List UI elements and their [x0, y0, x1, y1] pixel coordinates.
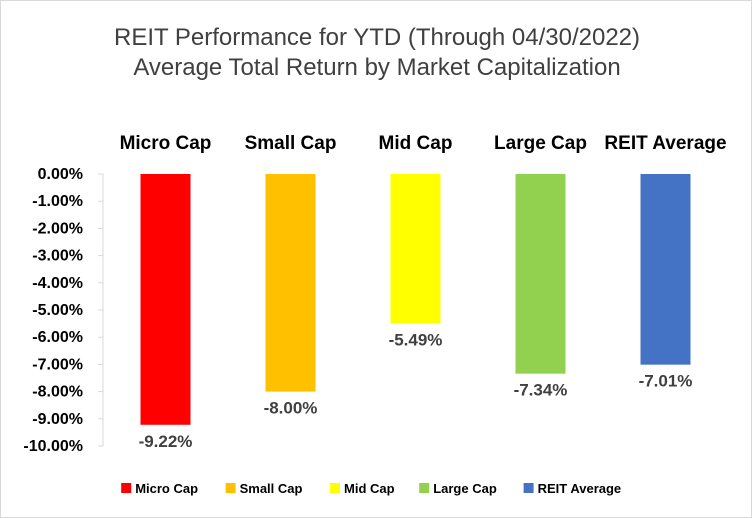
category-label: Micro Cap — [120, 133, 212, 154]
legend-label: Large Cap — [433, 481, 497, 496]
legend-swatch — [330, 483, 340, 493]
y-tick-label: -4.00% — [32, 275, 83, 292]
category-label: REIT Average — [604, 133, 726, 154]
y-tick-label: -9.00% — [32, 411, 83, 428]
chart-title-block: REIT Performance for YTD (Through 04/30/… — [1, 23, 752, 83]
legend-swatch — [523, 483, 534, 493]
data-label: -5.49% — [389, 330, 443, 349]
legend-label: REIT Average — [538, 481, 622, 496]
bar — [265, 174, 316, 392]
legend-swatch — [225, 483, 236, 493]
chart-title: REIT Performance for YTD (Through 04/30/… — [113, 24, 641, 51]
y-tick-label: -5.00% — [32, 302, 83, 319]
legend-label: Mid Cap — [344, 481, 395, 496]
chart-subtitle: Average Total Return by Market Capitaliz… — [133, 54, 621, 81]
y-tick-label: 0.00% — [38, 166, 83, 183]
legend-label: Micro Cap — [135, 481, 198, 496]
legend-swatch — [121, 483, 132, 493]
data-label: -8.00% — [264, 399, 318, 418]
y-tick-label: -8.00% — [32, 384, 83, 401]
bar — [640, 174, 691, 365]
y-tick-label: -1.00% — [32, 193, 83, 210]
category-label: Large Cap — [494, 133, 587, 154]
data-label: -9.22% — [139, 432, 193, 451]
y-tick-label: -6.00% — [32, 329, 83, 346]
bar — [390, 174, 441, 324]
y-tick-label: -7.00% — [32, 356, 83, 373]
bar — [140, 174, 191, 425]
y-tick-label: -10.00% — [23, 438, 83, 455]
category-label: Small Cap — [245, 133, 337, 154]
legend-swatch — [419, 483, 430, 493]
category-label: Mid Cap — [379, 133, 453, 154]
bar — [515, 174, 566, 374]
y-tick-label: -3.00% — [32, 248, 83, 265]
data-label: -7.34% — [514, 381, 568, 400]
y-tick-label: -2.00% — [32, 220, 83, 237]
data-label: -7.01% — [639, 372, 693, 391]
legend-label: Small Cap — [240, 481, 303, 496]
